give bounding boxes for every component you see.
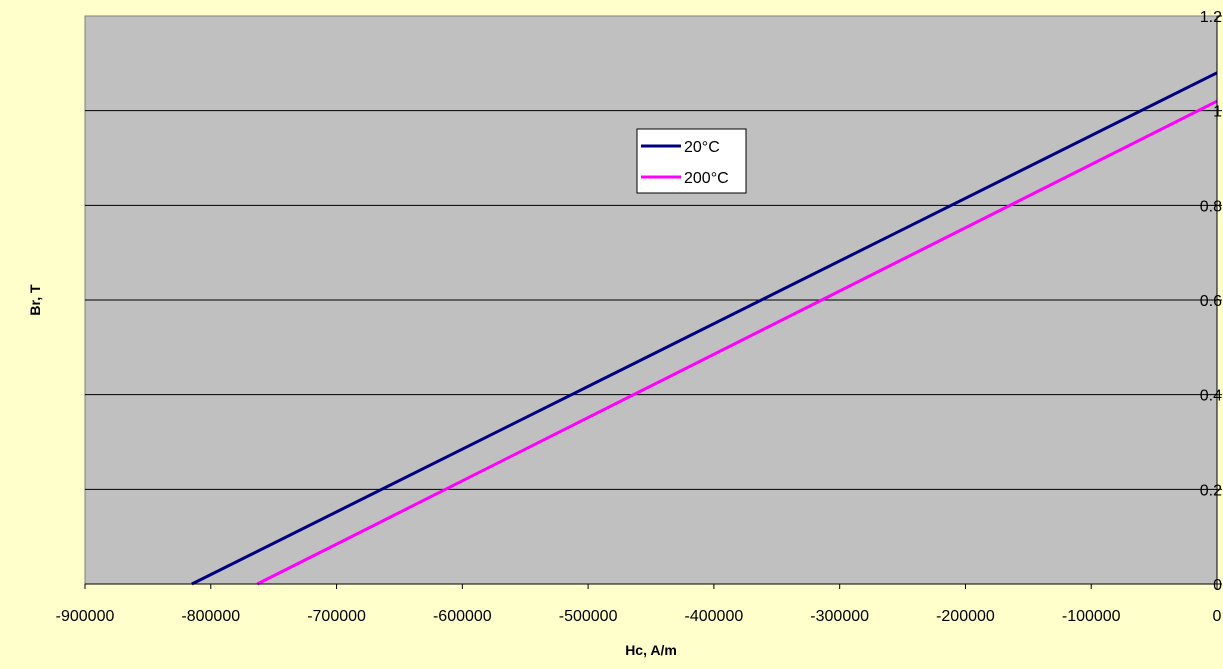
x-axis-title: Hc, A/m: [625, 642, 677, 658]
y-tick-label: 1: [1213, 104, 1222, 121]
y-tick-label: 0.4: [1200, 388, 1222, 405]
x-tick-label: -300000: [810, 608, 869, 625]
y-axis-title: Br, T: [27, 284, 43, 316]
x-tick-label: -600000: [433, 608, 492, 625]
x-tick-label: -200000: [936, 608, 995, 625]
x-tick-label: -500000: [559, 608, 618, 625]
x-tick-label: -800000: [181, 608, 240, 625]
y-tick-label: 0: [1213, 577, 1222, 594]
y-tick-label: 1.2: [1200, 9, 1222, 26]
y-tick-label: 0.6: [1200, 293, 1222, 310]
y-ticks: 0 0.2 0.4 0.6 0.8 1 1.2: [1200, 9, 1222, 594]
legend-label-200c: 200°C: [684, 170, 729, 187]
legend-label-20c: 20°C: [684, 139, 720, 156]
y-tick-label: 0.8: [1200, 198, 1222, 215]
legend: 20°C 200°C: [636, 128, 747, 194]
series-line-200c: [256, 99, 1218, 586]
legend-box: [636, 128, 747, 194]
x-tick-label: -400000: [685, 608, 744, 625]
grid-lines: [85, 110, 1217, 490]
x-ticks: -900000 -800000 -700000 -600000 -500000 -4000…: [56, 584, 1222, 625]
x-tick-label: -100000: [1062, 608, 1121, 625]
series-line-20c: [191, 71, 1218, 586]
x-tick-label: 0: [1213, 608, 1222, 625]
y-tick-label: 0.2: [1200, 482, 1222, 499]
x-tick-label: -700000: [307, 608, 366, 625]
series-lines: [191, 71, 1218, 586]
x-tick-label: -900000: [56, 608, 115, 625]
